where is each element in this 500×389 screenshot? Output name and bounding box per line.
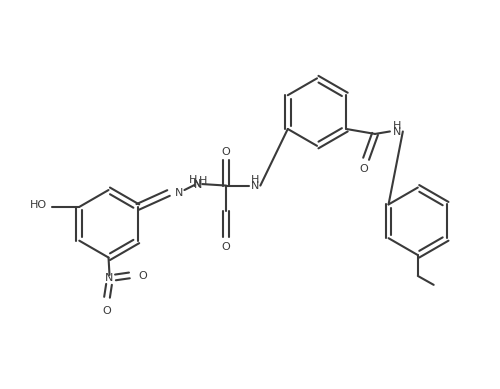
Text: H: H <box>198 176 207 186</box>
Text: N: N <box>392 127 401 137</box>
Text: O: O <box>222 242 230 252</box>
Text: H: H <box>392 121 401 131</box>
Text: N: N <box>251 180 260 191</box>
Text: N: N <box>106 273 114 284</box>
Text: N: N <box>194 180 202 190</box>
Text: O: O <box>138 272 146 281</box>
Text: N: N <box>192 179 201 189</box>
Text: O: O <box>360 164 368 174</box>
Text: N: N <box>176 188 184 198</box>
Text: O: O <box>222 147 230 157</box>
Text: HO: HO <box>30 200 47 210</box>
Text: O: O <box>102 306 112 316</box>
Text: H: H <box>188 175 197 185</box>
Text: H: H <box>251 175 260 185</box>
